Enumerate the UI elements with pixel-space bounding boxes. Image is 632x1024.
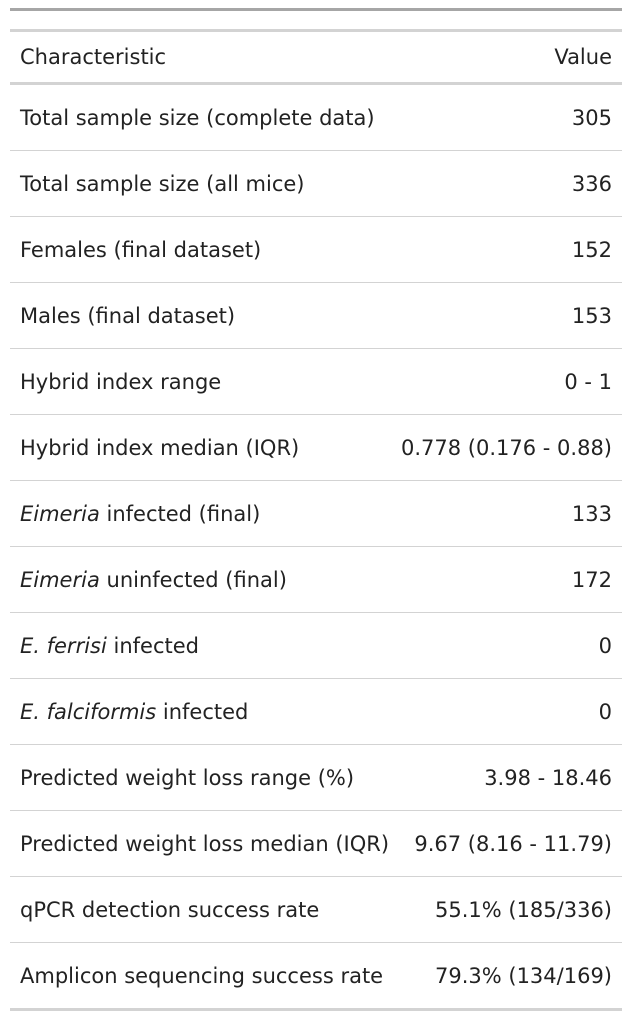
row-label: Hybrid index median (IQR) (10, 436, 299, 460)
row-label-text: qPCR detection success rate (20, 897, 320, 922)
row-label-text: uninfected (final) (99, 567, 287, 592)
row-label: Predicted weight loss median (IQR) (10, 832, 389, 856)
row-label: Predicted weight loss range (%) (10, 766, 354, 790)
row-value: 3.98 - 18.46 (484, 765, 612, 790)
row-value: 55.1% (185/336) (434, 897, 612, 922)
row-label-text: Total sample size (all mice) (20, 171, 305, 196)
row-label: Eimeria uninfected (final) (10, 568, 287, 592)
row-label-text: infected (156, 699, 249, 724)
table-row: Males (final dataset) 153 (10, 283, 622, 349)
row-value: 152 (571, 237, 612, 262)
characteristics-table: Characteristic Value Total sample size (… (10, 29, 622, 1011)
row-value: 336 (571, 171, 612, 196)
table-row: E. falciformis infected 0 (10, 679, 622, 745)
table-row: Eimeria uninfected (final) 172 (10, 547, 622, 613)
table-row: Females (final dataset) 152 (10, 217, 622, 283)
row-value: 305 (571, 105, 612, 130)
row-label: Eimeria infected (final) (10, 502, 260, 526)
row-value: 9.67 (8.16 - 11.79) (414, 831, 612, 856)
row-label-text: infected (final) (99, 501, 261, 526)
table-row: E. ferrisi infected 0 (10, 613, 622, 679)
row-label: Males (final dataset) (10, 304, 235, 328)
row-label-text: Females (final dataset) (20, 237, 262, 262)
table-row: Total sample size (complete data) 305 (10, 85, 622, 151)
row-label-text: Hybrid index range (20, 369, 222, 394)
table-header: Characteristic Value (10, 29, 622, 85)
table-row: Predicted weight loss median (IQR) 9.67 … (10, 811, 622, 877)
header-value: Value (554, 45, 612, 69)
table-row: Eimeria infected (final) 133 (10, 481, 622, 547)
row-value: 79.3% (134/169) (434, 963, 612, 988)
row-label: qPCR detection success rate (10, 898, 319, 922)
row-value: 153 (571, 303, 612, 328)
row-value: 133 (571, 501, 612, 526)
row-label: Females (final dataset) (10, 238, 261, 262)
row-label-italic: E. falciformis (20, 699, 157, 724)
row-label: Total sample size (all mice) (10, 172, 305, 196)
table-row: Amplicon sequencing success rate 79.3% (… (10, 943, 622, 1011)
row-label-italic: Eimeria (20, 567, 100, 592)
row-value: 0 (598, 699, 612, 724)
row-value: 0 - 1 (564, 369, 612, 394)
table-row: qPCR detection success rate 55.1% (185/3… (10, 877, 622, 943)
row-label: Hybrid index range (10, 370, 221, 394)
row-label: Amplicon sequencing success rate (10, 964, 383, 988)
top-rule (10, 8, 622, 11)
row-label: E. falciformis infected (10, 700, 248, 724)
row-label-text: Total sample size (complete data) (20, 105, 375, 130)
row-label-italic: E. ferrisi (20, 633, 107, 658)
row-label-text: Predicted weight loss median (IQR) (20, 831, 390, 856)
table-row: Predicted weight loss range (%) 3.98 - 1… (10, 745, 622, 811)
row-label: Total sample size (complete data) (10, 106, 375, 130)
row-label-text: Predicted weight loss range (%) (20, 765, 355, 790)
table-row: Hybrid index range 0 - 1 (10, 349, 622, 415)
row-label-text: infected (106, 633, 199, 658)
row-label-italic: Eimeria (20, 501, 100, 526)
row-value: 0.778 (0.176 - 0.88) (401, 435, 612, 460)
header-characteristic: Characteristic (20, 45, 167, 69)
row-label-text: Amplicon sequencing success rate (20, 963, 384, 988)
row-value: 172 (571, 567, 612, 592)
row-label-text: Hybrid index median (IQR) (20, 435, 300, 460)
table-row: Total sample size (all mice) 336 (10, 151, 622, 217)
row-value: 0 (598, 633, 612, 658)
table-row: Hybrid index median (IQR) 0.778 (0.176 -… (10, 415, 622, 481)
row-label-text: Males (final dataset) (20, 303, 236, 328)
row-label: E. ferrisi infected (10, 634, 199, 658)
